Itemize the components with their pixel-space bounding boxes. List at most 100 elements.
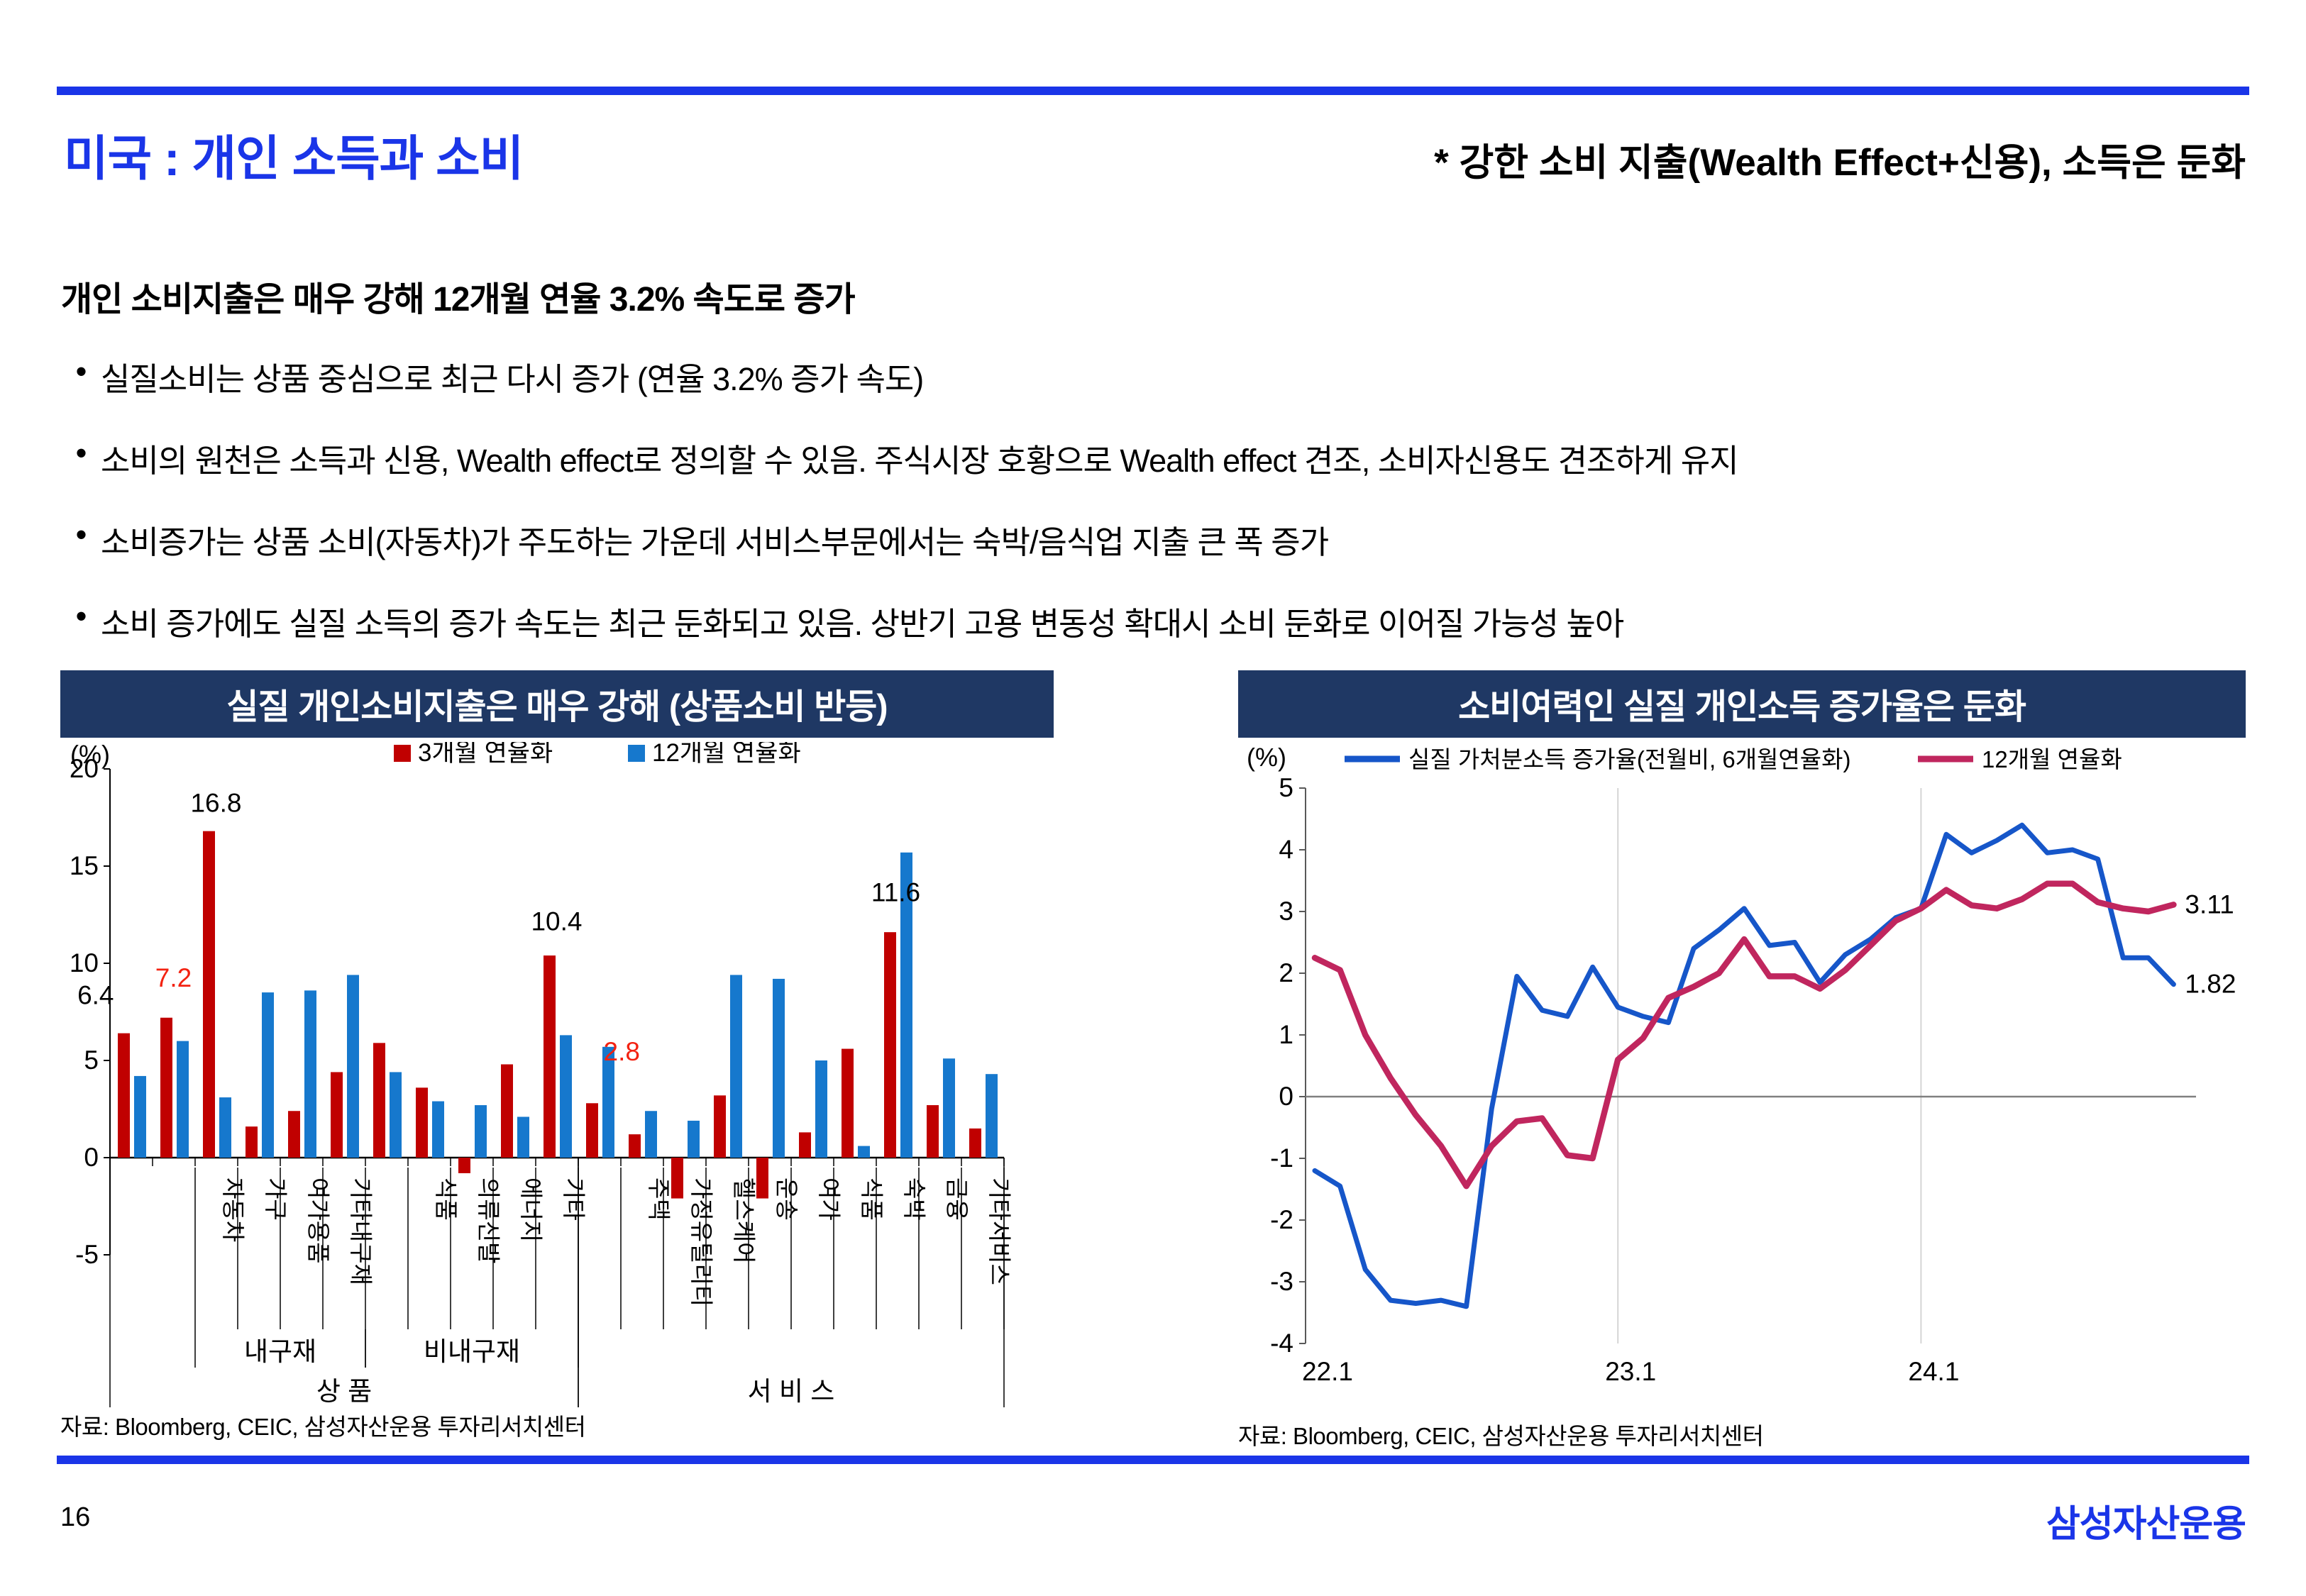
value-label: 7.2	[155, 963, 192, 992]
y-tick-label: -1	[1270, 1143, 1293, 1173]
bar	[118, 1033, 130, 1158]
bar	[177, 1041, 189, 1158]
value-label: 6.4	[77, 981, 114, 1010]
category-label: 여가용품	[305, 1177, 331, 1263]
x-tick-label: 23.1	[1605, 1357, 1656, 1386]
legend-swatch-3m	[394, 745, 411, 762]
group-label-l1: 비내구재	[424, 1337, 520, 1366]
category-label: 운송	[773, 1177, 800, 1221]
y-unit-label: (%)	[1247, 743, 1286, 772]
legend-label-crimson: 12개월 연율화	[1982, 746, 2122, 772]
x-axis	[109, 1156, 1005, 1166]
y-tick-label: 5	[1279, 773, 1293, 802]
bar	[219, 1097, 231, 1158]
bullet-item: • 소비증가는 상품 소비(자동차)가 주도하는 가운데 서비스부문에서는 숙박…	[61, 516, 2246, 563]
y-tick-label: 20	[70, 754, 99, 783]
bar-chart-title: 실질 개인소비지출은 매우 강해 (상품소비 반등)	[60, 670, 1054, 738]
summary-heading: 개인 소비지출은 매우 강해 12개월 연율 3.2% 속도로 증가	[61, 281, 856, 318]
y-axis: 5 4 3 2 1 0 -1 -2 -3 -4	[1270, 773, 1306, 1358]
bullet-item: • 소비의 원천은 소득과 신용, Wealth effect로 정의할 수 있…	[61, 435, 2246, 481]
x-tick-labels: 22.1 23.1 24.1	[1302, 1357, 1959, 1386]
bullet-text: 소비증가는 상품 소비(자동차)가 주도하는 가운데 서비스부문에서는 숙박/음…	[101, 524, 1329, 560]
bar	[432, 1101, 444, 1158]
bar	[842, 1048, 854, 1158]
x-tick-label: 22.1	[1302, 1357, 1353, 1386]
bar-plot: (%)	[70, 742, 110, 769]
bar	[347, 975, 359, 1158]
bar-value-labels: 6.4 7.2 16.8 10.4 2.8 11.6	[77, 788, 920, 1066]
bar	[730, 975, 742, 1158]
category-label: 여가	[816, 1177, 842, 1221]
bar	[134, 1075, 146, 1158]
category-label: 자동차	[220, 1177, 246, 1242]
bar	[373, 1043, 385, 1158]
category-label: 가정유틸리티	[688, 1177, 715, 1307]
income-line-panel: 소비여력인 실질 개인소득 증가율은 둔화 (%) 실질 가처분소득 증가율(전월…	[1238, 670, 2246, 1451]
bullet-item: • 소비 증가에도 실질 소득의 증가 속도는 최근 둔화되고 있음. 상반기 …	[61, 598, 2246, 644]
bar	[586, 1103, 598, 1158]
category-label: 기타	[561, 1177, 587, 1221]
header: 미국 : 개인 소득과 소비 * 강한 소비 지출(Wealth Effect+…	[64, 119, 2246, 189]
bar	[304, 990, 316, 1158]
bottom-rule	[57, 1456, 2249, 1464]
line-chart-title: 소비여력인 실질 개인소득 증가율은 둔화	[1238, 670, 2246, 738]
category-label: 에너지	[518, 1177, 544, 1242]
bar	[629, 1134, 641, 1158]
bar	[943, 1058, 955, 1158]
y-unit-label: (%)	[70, 742, 110, 769]
company-logo: 삼성자산운용	[2046, 1504, 2246, 1545]
y-tick-label: 3	[1279, 897, 1293, 926]
bullet-marker: •	[75, 516, 87, 553]
bar	[927, 1105, 939, 1158]
value-label: 10.4	[531, 907, 582, 936]
group-label-l1: 내구재	[244, 1337, 316, 1366]
bullet-marker: •	[75, 435, 87, 471]
category-label: 기타서비스	[986, 1177, 1013, 1285]
y-tick-label: 10	[70, 948, 99, 977]
y-tick-label: 4	[1279, 835, 1293, 864]
y-tick-label: -3	[1270, 1267, 1293, 1296]
series-disposable-income-line	[1312, 822, 2176, 1309]
bullet-marker: •	[75, 353, 87, 389]
line-chart-source: 자료: Bloomberg, CEIC, 삼성자산운용 투자리서치센터	[1238, 1423, 1764, 1449]
category-label: 기타내구재	[348, 1177, 374, 1285]
bullet-text: 실질소비는 상품 중심으로 최근 다시 증가 (연율 3.2% 증가 속도)	[101, 361, 924, 397]
y-tick-label: 15	[70, 851, 99, 880]
bar	[475, 1105, 487, 1158]
bar	[544, 955, 556, 1158]
y-tick-label: 2	[1279, 958, 1293, 987]
bar-legend: 3개월 연율화 12개월 연율화	[394, 742, 801, 767]
value-label: 11.6	[871, 877, 920, 907]
value-label: 16.8	[190, 788, 241, 817]
bar	[645, 1111, 657, 1158]
category-label: 헬스케어	[731, 1177, 757, 1263]
bar	[288, 1111, 300, 1158]
pce-bar-chart: (%) 3개월 연율화 12개월 연율화 20 15 10 5 0 -5 6.4 7.2 16.8 10…	[70, 742, 1013, 1407]
category-label: 의류신발	[475, 1177, 502, 1263]
legend-label-3m: 3개월 연율화	[418, 742, 553, 767]
bar	[773, 978, 785, 1158]
y-tick-label: 0	[84, 1143, 99, 1172]
bar	[160, 1017, 172, 1158]
charts-row: 실질 개인소비지출은 매우 강해 (상품소비 반등) (%) 3개월 연율화 12개…	[60, 670, 2246, 1451]
top-rule	[57, 87, 2249, 95]
y-tick-label: -5	[75, 1240, 99, 1269]
bar	[517, 1116, 529, 1158]
bullet-text: 소비 증가에도 실질 소득의 증가 속도는 최근 둔화되고 있음. 상반기 고용…	[101, 606, 1624, 642]
gridlines	[1617, 788, 1922, 1343]
category-label: 숙박	[901, 1177, 927, 1221]
category-label: 식품	[859, 1177, 885, 1221]
bar	[815, 1060, 827, 1158]
page-number: 16	[60, 1502, 91, 1532]
bar	[756, 1158, 768, 1199]
bar	[416, 1087, 428, 1158]
value-label: 2.8	[604, 1037, 640, 1066]
bar	[203, 831, 215, 1158]
category-label: 주택	[646, 1177, 672, 1221]
bars-3m	[118, 831, 981, 1199]
legend-label-12m: 12개월 연율화	[652, 742, 801, 767]
group-label-l2: 서 비 스	[748, 1377, 835, 1406]
bar	[799, 1132, 811, 1158]
